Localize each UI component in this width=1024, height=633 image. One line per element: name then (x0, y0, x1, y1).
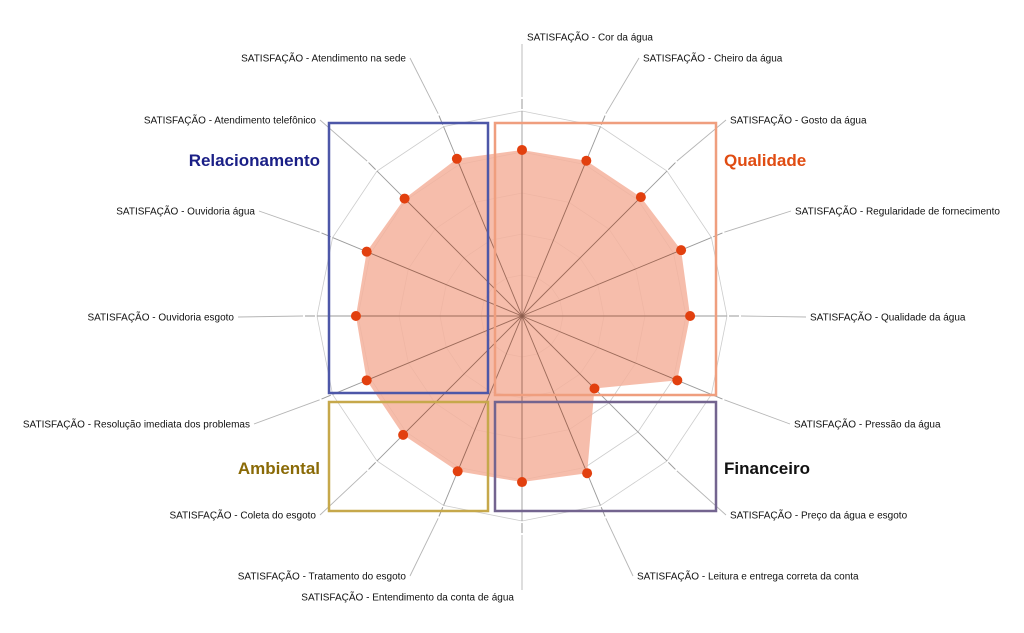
category-label: SATISFAÇÃO - Cor da água (527, 31, 653, 44)
label-leader (237, 315, 304, 318)
label-leader (319, 470, 368, 516)
data-point (581, 155, 592, 166)
category-label: SATISFAÇÃO - Entendimento da conta de ág… (301, 591, 514, 604)
data-point (451, 153, 462, 164)
data-point (361, 375, 372, 386)
category-label: SATISFAÇÃO - Regularidade de forneciment… (795, 205, 1000, 218)
axis-spoke-inner (521, 196, 642, 317)
data-point (399, 193, 410, 204)
data-point (589, 383, 600, 394)
category-label: SATISFAÇÃO - Ouvidoria esgoto (87, 311, 234, 324)
group-box-relacionamento (327, 121, 490, 395)
axis-spoke-tip (368, 462, 376, 470)
category-label: SATISFAÇÃO - Coleta do esgoto (169, 509, 316, 522)
group-title-qualidade: Qualidade (724, 151, 806, 170)
point-layer (350, 144, 696, 488)
category-label: SATISFAÇÃO - Preço da água e esgoto (730, 509, 908, 522)
data-point (672, 375, 683, 386)
category-label: SATISFAÇÃO - Atendimento na sede (241, 52, 406, 65)
data-point (350, 311, 361, 321)
category-label: SATISFAÇÃO - Resolução imediata dos prob… (23, 418, 250, 431)
group-relacionamento: Relacionamento (189, 121, 490, 395)
axis-spoke-inner (402, 315, 523, 436)
category-label: SATISFAÇÃO - Pressão da água (794, 418, 941, 431)
axis-spoke-tip (368, 162, 376, 170)
data-point (517, 144, 527, 155)
group-box-qualidade (493, 121, 718, 397)
axis-spoke-inner (521, 315, 595, 389)
data-point (676, 245, 687, 256)
category-label: SATISFAÇÃO - Gosto da água (730, 114, 867, 127)
axis-spoke-inner (521, 249, 682, 317)
axis-spoke-inner (521, 315, 678, 381)
leader-layer (237, 44, 807, 590)
axis-spoke-tip (668, 462, 676, 470)
axis-spoke-inner (457, 315, 523, 472)
label-leader (605, 518, 634, 577)
label-leader (253, 399, 320, 425)
category-label: SATISFAÇÃO - Ouvidoria água (116, 205, 255, 218)
label-layer: SATISFAÇÃO - Cor da água SATISFAÇÃO - Che… (23, 31, 1000, 604)
label-leader (409, 57, 439, 114)
axis-spoke-inner (404, 198, 523, 317)
axis-spoke-tip (321, 394, 331, 400)
data-point (452, 466, 463, 477)
group-title-financeiro: Financeiro (724, 459, 810, 478)
label-leader (676, 470, 727, 516)
label-leader (319, 119, 368, 162)
data-point (398, 429, 409, 440)
category-label: SATISFAÇÃO - Atendimento telefônico (144, 114, 317, 127)
spoke-top-layer (355, 149, 691, 483)
data-point (582, 468, 593, 479)
category-label: SATISFAÇÃO - Cheiro da água (643, 52, 783, 65)
group-qualidade: Qualidade (493, 121, 806, 397)
axis-spoke-tip (668, 162, 676, 170)
group-ambiental: Ambiental (238, 400, 490, 513)
category-label: SATISFAÇÃO - Tratamento do esgoto (238, 570, 407, 583)
group-box-financeiro (493, 400, 718, 513)
group-title-ambiental: Ambiental (238, 459, 320, 478)
label-leader (740, 315, 807, 318)
data-point (635, 192, 646, 203)
category-label: SATISFAÇÃO - Qualidade da água (810, 311, 966, 324)
label-leader (409, 518, 439, 577)
label-leader (724, 210, 792, 233)
label-leader (605, 57, 640, 114)
axis-spoke-tip (713, 232, 723, 238)
label-leader (258, 210, 320, 233)
group-box-ambiental (327, 400, 490, 513)
data-point (361, 246, 372, 257)
category-label: SATISFAÇÃO - Leitura e entrega correta d… (637, 570, 859, 583)
group-financeiro: Financeiro (493, 400, 810, 513)
label-leader (724, 399, 791, 425)
axis-spoke-inner (521, 160, 587, 317)
data-point (685, 311, 696, 321)
group-title-relacionamento: Relacionamento (189, 151, 320, 170)
axis-spoke-inner (456, 158, 523, 317)
data-point (517, 477, 527, 488)
label-leader (676, 119, 727, 162)
